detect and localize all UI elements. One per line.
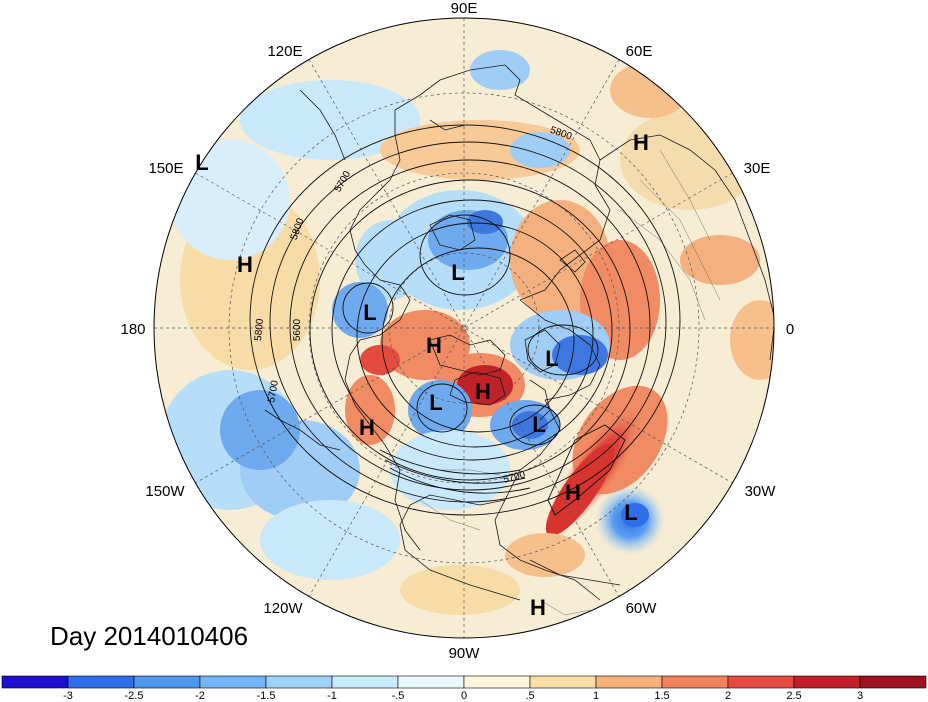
lon-label-60w: 60W: [626, 600, 658, 617]
contour-labels: 5800 5700 5800 5600 5800 5700 5700: [253, 125, 574, 486]
high-pressure-marker: H: [565, 480, 581, 505]
high-pressure-marker: H: [359, 415, 375, 440]
colorbar-swatch: [1, 675, 69, 689]
colorbar-tick-label: 2.5: [786, 690, 801, 702]
colorbar-swatch: [67, 675, 135, 689]
contour-label: 5700: [266, 379, 281, 403]
lon-label-150w: 150W: [145, 483, 185, 500]
colorbar-swatch: [661, 675, 729, 689]
colorbar-swatch: [397, 675, 465, 689]
contour-label: 5800: [253, 318, 266, 342]
colorbar-tick-label: 2: [725, 690, 731, 702]
coastlines: [264, 64, 774, 601]
colorbar-swatch: [331, 675, 399, 689]
lon-label-60e: 60E: [626, 43, 653, 60]
low-pressure-marker: L: [195, 150, 208, 175]
political-borders: [419, 149, 721, 616]
colorbar-tick-label: -.5: [392, 690, 405, 702]
lon-label-120e: 120E: [267, 43, 302, 60]
colorbar-tick-label: -2.5: [125, 690, 144, 702]
pressure-centers: H L H L L H L H L H L H L H H: [195, 130, 649, 620]
day-label: Day 2014010406: [50, 621, 248, 651]
colorbar-swatch: [793, 675, 861, 689]
colorbar-tick-label: 1: [593, 690, 599, 702]
low-pressure-marker: L: [429, 390, 442, 415]
lon-label-150e: 150E: [148, 160, 183, 177]
lon-label-90e: 90E: [451, 0, 478, 17]
colorbar-tick-label: .5: [525, 690, 534, 702]
colorbar-tick-label: 3: [857, 690, 863, 702]
contour-label: 5600: [292, 318, 303, 341]
high-pressure-marker: H: [633, 130, 649, 155]
anomaly-shading: [154, 18, 774, 638]
colorbar-swatch: [265, 675, 333, 689]
high-pressure-marker: H: [530, 595, 546, 620]
map-boundary: [153, 17, 775, 639]
high-pressure-marker: H: [426, 333, 442, 358]
colorbar-swatch: [199, 675, 267, 689]
lon-label-30e: 30E: [744, 160, 771, 177]
lon-label-120w: 120W: [263, 600, 303, 617]
low-pressure-marker: L: [545, 346, 558, 371]
lon-label-0: 0: [786, 321, 794, 338]
low-pressure-marker: L: [624, 500, 637, 525]
low-pressure-marker: L: [451, 260, 464, 285]
longitude-labels: 90E 60E 30E 0 30W 60W 90W 120W 150W 180 …: [120, 0, 794, 662]
colorbar-swatch: [727, 675, 795, 689]
lon-label-90w: 90W: [449, 645, 481, 662]
colorbar-swatch: [859, 675, 927, 689]
colorbar-swatch: [133, 675, 201, 689]
graticule: [154, 18, 774, 638]
low-pressure-marker: L: [363, 300, 376, 325]
colorbar-tick-label: -1: [327, 690, 337, 702]
high-pressure-marker: H: [237, 252, 253, 277]
colorbar-tick-label: -3: [63, 690, 73, 702]
colorbar-tick-label: -1.5: [257, 690, 276, 702]
colorbar: -3 -2.5 -2 -1.5 -1 -.5 0 .5 1 1.5 2 2.5 3: [1, 675, 927, 702]
lon-label-180: 180: [120, 321, 145, 338]
low-pressure-marker: L: [532, 412, 545, 437]
colorbar-tick-label: -2: [195, 690, 205, 702]
colorbar-swatch: [595, 675, 663, 689]
high-pressure-marker: H: [475, 379, 491, 404]
colorbar-swatch: [529, 675, 597, 689]
height-contours: [249, 124, 681, 516]
lon-label-30w: 30W: [745, 483, 777, 500]
colorbar-tick-label: 1.5: [654, 690, 669, 702]
colorbar-swatch: [463, 675, 531, 689]
colorbar-tick-label: 0: [461, 690, 467, 702]
